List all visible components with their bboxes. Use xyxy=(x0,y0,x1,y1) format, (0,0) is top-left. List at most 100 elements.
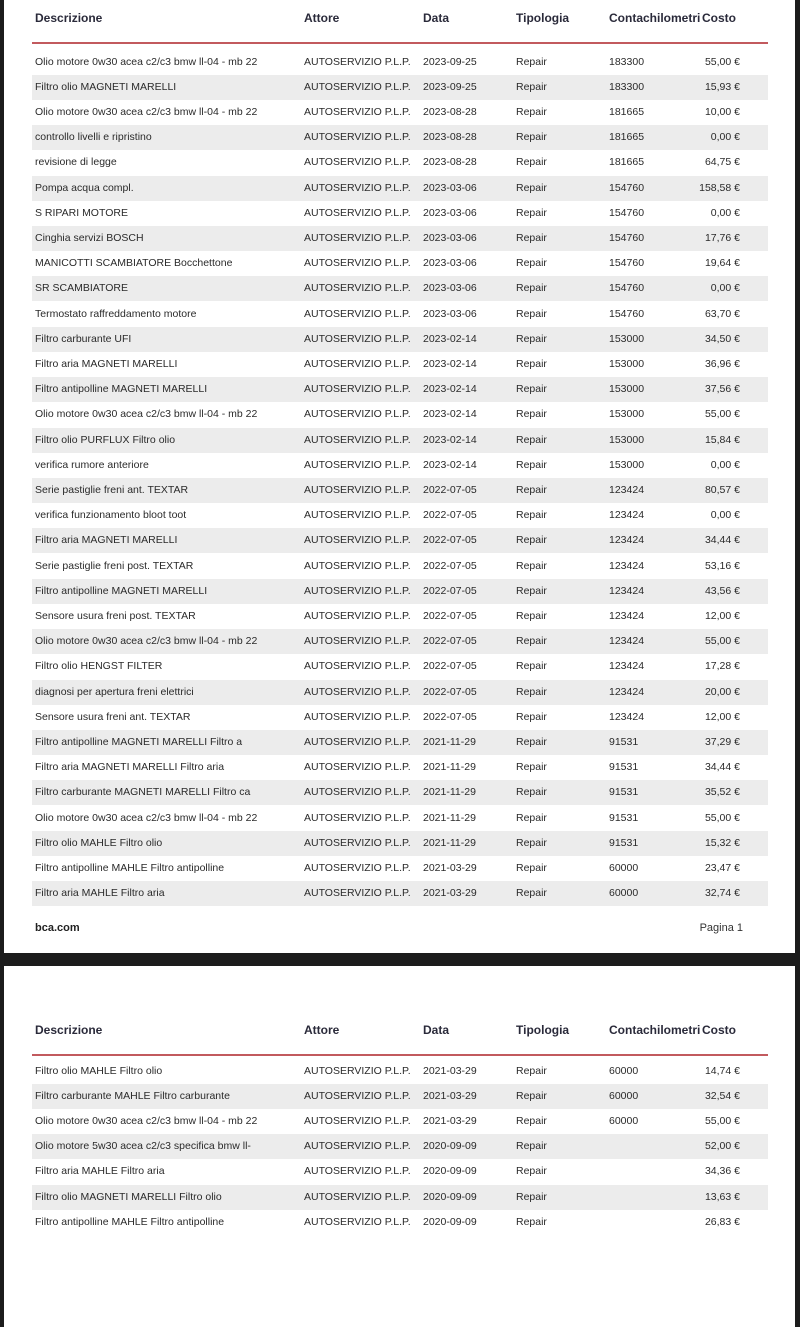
cell-actor: AUTOSERVIZIO P.L.P. xyxy=(304,257,411,270)
cell-date: 2023-03-06 xyxy=(423,307,477,320)
cell-type: Repair xyxy=(516,635,547,648)
cell-cost: 15,84 € xyxy=(704,433,740,446)
document-page-1: Descrizione Attore Data Tipologia Contachilo… xyxy=(4,0,795,953)
cell-description: Filtro olio MAHLE Filtro olio xyxy=(35,1064,163,1077)
cell-description: Termostato raffreddamento motore xyxy=(35,307,197,320)
cell-description: MANICOTTI SCAMBIATORE Bocchettone xyxy=(35,257,233,270)
cell-odometer: 181665 xyxy=(609,105,645,118)
cell-actor: AUTOSERVIZIO P.L.P. xyxy=(304,181,411,194)
cell-date: 2023-03-06 xyxy=(423,282,477,295)
cell-cost: 55,00 € xyxy=(704,635,740,648)
cell-description: controllo livelli e ripristino xyxy=(35,131,152,144)
cell-odometer: 91531 xyxy=(609,786,639,799)
cell-type: Repair xyxy=(516,534,547,547)
cell-description: Filtro carburante UFI xyxy=(35,332,132,345)
cell-description: Cinghia servizi BOSCH xyxy=(35,231,144,244)
cell-actor: AUTOSERVIZIO P.L.P. xyxy=(304,811,411,824)
table-row: Filtro olio HENGST FILTER AUTOSERVIZIO P.… xyxy=(32,654,768,679)
cell-odometer: 123424 xyxy=(609,660,645,673)
cell-description: Filtro olio HENGST FILTER xyxy=(35,660,163,673)
page-number: Pagina 1 xyxy=(699,922,743,934)
cell-odometer: 123424 xyxy=(609,509,645,522)
cell-cost: 34,36 € xyxy=(704,1165,740,1178)
cell-odometer: 60000 xyxy=(609,1089,639,1102)
cell-odometer: 153000 xyxy=(609,383,645,396)
cell-odometer: 60000 xyxy=(609,887,639,900)
table-row: Filtro aria MAGNETI MARELLI AUTOSERVIZIO … xyxy=(32,352,768,377)
cell-actor: AUTOSERVIZIO P.L.P. xyxy=(304,710,411,723)
cell-odometer: 154760 xyxy=(609,206,645,219)
table-row: Filtro olio MAGNETI MARELLI AUTOSERVIZIO … xyxy=(32,74,768,100)
cell-odometer: 123424 xyxy=(609,635,645,648)
cell-date: 2023-02-14 xyxy=(423,433,477,446)
cell-actor: AUTOSERVIZIO P.L.P. xyxy=(304,584,411,597)
cell-date: 2023-03-06 xyxy=(423,206,477,219)
cell-odometer: 123424 xyxy=(609,559,645,572)
cell-cost: 12,00 € xyxy=(704,710,740,723)
cell-actor: AUTOSERVIZIO P.L.P. xyxy=(304,1190,411,1203)
cell-type: Repair xyxy=(516,509,547,522)
cell-date: 2021-11-29 xyxy=(423,836,476,849)
cell-description: Olio motore 0w30 acea c2/c3 bmw ll-04 - … xyxy=(35,408,258,421)
table-row: Filtro aria MAHLE Filtro aria AUTOSERVIZI… xyxy=(32,1159,768,1184)
cell-date: 2022-07-05 xyxy=(423,559,477,572)
cell-description: Serie pastiglie freni post. TEXTAR xyxy=(35,559,194,572)
cell-type: Repair xyxy=(516,584,547,597)
cell-type: Repair xyxy=(516,408,547,421)
cell-actor: AUTOSERVIZIO P.L.P. xyxy=(304,231,411,244)
cell-description: Filtro aria MAHLE Filtro aria xyxy=(35,1165,165,1178)
cell-description: Serie pastiglie freni ant. TEXTAR xyxy=(35,483,189,496)
cell-date: 2022-07-05 xyxy=(423,509,477,522)
cell-cost: 158,58 € xyxy=(699,181,740,194)
cell-type: Repair xyxy=(516,559,547,572)
cell-cost: 55,00 € xyxy=(704,55,740,68)
cell-odometer: 183300 xyxy=(609,55,645,68)
cell-description: Filtro antipolline MAHLE Filtro antipoll… xyxy=(35,861,225,874)
cell-actor: AUTOSERVIZIO P.L.P. xyxy=(304,534,411,547)
cell-type: Repair xyxy=(516,105,547,118)
cell-description: Sensore usura freni post. TEXTAR xyxy=(35,609,196,622)
cell-date: 2022-07-05 xyxy=(423,685,477,698)
cell-description: Filtro antipolline MAGNETI MARELLI xyxy=(35,383,208,396)
column-header-date: Data xyxy=(423,1023,450,1037)
cell-date: 2021-03-29 xyxy=(423,887,477,900)
cell-description: Olio motore 0w30 acea c2/c3 bmw ll-04 - … xyxy=(35,1114,258,1127)
cell-type: Repair xyxy=(516,257,547,270)
cell-date: 2021-03-29 xyxy=(423,861,477,874)
cell-actor: AUTOSERVIZIO P.L.P. xyxy=(304,156,411,169)
cell-type: Repair xyxy=(516,156,547,169)
cell-date: 2021-11-29 xyxy=(423,811,476,824)
table-row: Filtro aria MAHLE Filtro aria AUTOSERVIZI… xyxy=(32,881,768,907)
cell-date: 2022-07-05 xyxy=(423,483,477,496)
cell-odometer: 154760 xyxy=(609,231,645,244)
cell-cost: 32,74 € xyxy=(704,887,740,900)
cell-date: 2022-07-05 xyxy=(423,609,477,622)
table-row: Filtro antipolline MAGNETI MARELLI Filtr… xyxy=(32,729,768,756)
cell-actor: AUTOSERVIZIO P.L.P. xyxy=(304,509,411,522)
cell-date: 2023-09-25 xyxy=(423,55,477,68)
cell-odometer: 153000 xyxy=(609,357,645,370)
cell-cost: 63,70 € xyxy=(704,307,740,320)
cell-description: Filtro aria MAGNETI MARELLI xyxy=(35,357,178,370)
cell-type: Repair xyxy=(516,206,547,219)
cell-type: Repair xyxy=(516,710,547,723)
cell-description: Pompa acqua compl. xyxy=(35,181,134,194)
cell-cost: 80,57 € xyxy=(704,483,740,496)
table-row: Filtro olio PURFLUX Filtro olio AUTOSERVI… xyxy=(32,427,768,453)
table-row: Filtro carburante MAGNETI MARELLI Filtro… xyxy=(32,780,768,806)
cell-date: 2023-03-06 xyxy=(423,257,477,270)
cell-odometer: 60000 xyxy=(609,861,639,874)
cell-description: Filtro antipolline MAGNETI MARELLI Filtr… xyxy=(35,735,243,748)
cell-description: diagnosi per apertura freni elettrici xyxy=(35,685,194,698)
cell-type: Repair xyxy=(516,433,547,446)
cell-type: Repair xyxy=(516,383,547,396)
document-page-2: Descrizione Attore Data Tipologia Contachilo… xyxy=(4,966,795,1327)
cell-actor: AUTOSERVIZIO P.L.P. xyxy=(304,559,411,572)
table-row: Filtro olio MAGNETI MARELLI Filtro olio A… xyxy=(32,1184,768,1210)
cell-type: Repair xyxy=(516,836,547,849)
cell-cost: 34,44 € xyxy=(704,534,740,547)
table-row: Olio motore 0w30 acea c2/c3 bmw ll-04 - … xyxy=(32,806,768,831)
table-row: verifica funzionamento bloot toot AUTOSER… xyxy=(32,503,768,528)
cell-cost: 43,56 € xyxy=(704,584,740,597)
cell-date: 2022-07-05 xyxy=(423,660,477,673)
